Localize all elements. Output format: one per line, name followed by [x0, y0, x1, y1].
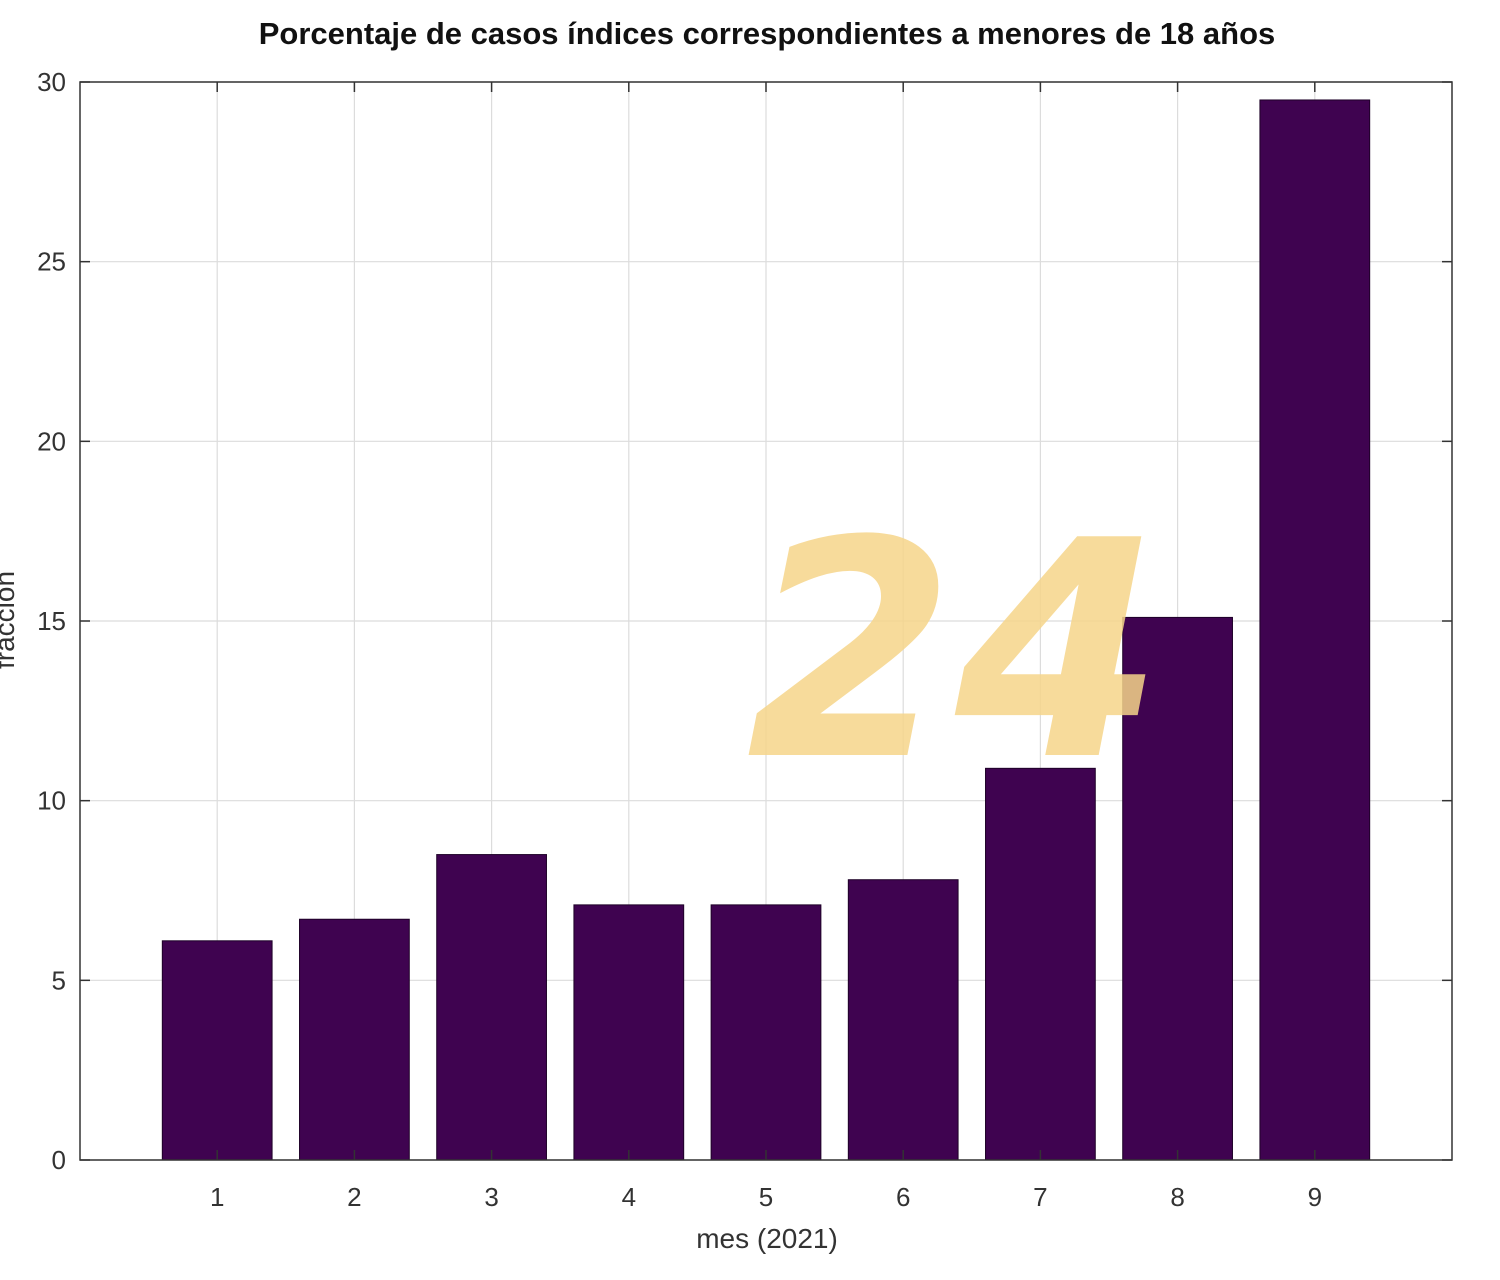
y-tick-labels: 0 5 10 15 20 25 30 — [37, 67, 66, 1175]
y-tick-label: 15 — [37, 606, 66, 636]
y-tick-label: 0 — [52, 1145, 66, 1175]
x-tick-label: 1 — [210, 1182, 224, 1212]
x-tick-label: 6 — [896, 1182, 910, 1212]
bar-month-3 — [436, 854, 547, 1161]
y-tick-label: 30 — [37, 67, 66, 97]
bar-month-2 — [299, 918, 410, 1161]
y-tick-label: 20 — [37, 426, 66, 456]
y-tick-label: 10 — [37, 786, 66, 816]
y-tick-label: 25 — [37, 247, 66, 277]
x-tick-labels: 1 2 3 4 5 6 7 8 9 — [210, 1182, 1322, 1212]
x-tick-label: 5 — [759, 1182, 773, 1212]
x-tick-label: 9 — [1308, 1182, 1322, 1212]
bar-month-5 — [710, 904, 822, 1161]
bar-month-1 — [161, 940, 273, 1161]
axis-ticks — [80, 81, 1452, 1161]
bars — [161, 99, 1371, 1161]
x-tick-label: 7 — [1033, 1182, 1047, 1212]
x-tick-label: 8 — [1170, 1182, 1184, 1212]
bar-month-4 — [573, 904, 685, 1161]
bar-month-7 — [985, 767, 1096, 1161]
y-axis-label: fracción — [0, 571, 20, 669]
y-tick-label: 5 — [52, 965, 66, 995]
x-axis-label: mes (2021) — [696, 1223, 838, 1254]
bar-month-6 — [847, 879, 959, 1161]
chart-title: Porcentaje de casos índices correspondie… — [259, 16, 1276, 51]
x-tick-label: 3 — [484, 1182, 498, 1212]
bar-month-9 — [1259, 99, 1371, 1161]
x-tick-label: 2 — [347, 1182, 361, 1212]
x-tick-label: 4 — [622, 1182, 636, 1212]
watermark-logo: 24 — [746, 477, 1163, 826]
